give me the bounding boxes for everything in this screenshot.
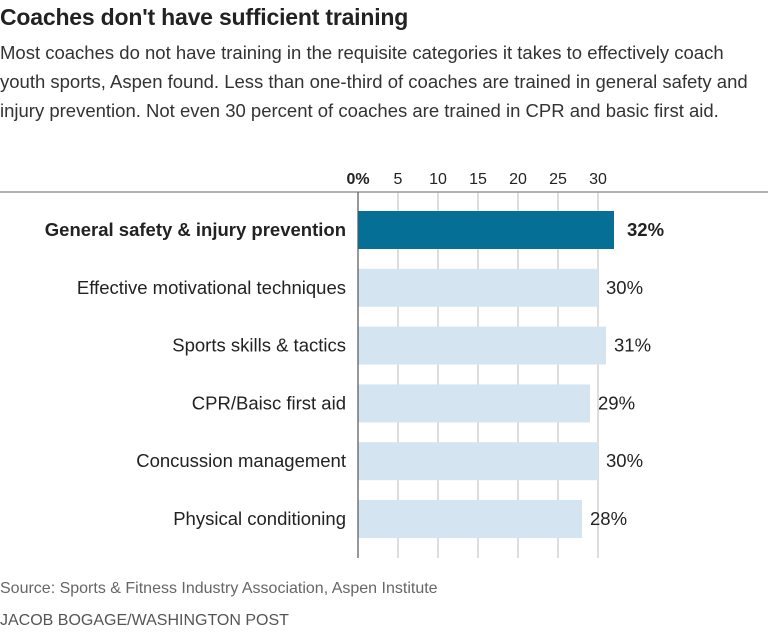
bar	[358, 326, 606, 365]
value-label: 32%	[627, 219, 664, 240]
x-tick-label: 20	[509, 171, 527, 188]
category-label: Sports skills & tactics	[172, 335, 346, 356]
x-tick-label: 10	[429, 171, 447, 188]
value-label: 30%	[606, 450, 643, 471]
x-tick-label: 15	[469, 171, 487, 188]
value-label: 28%	[590, 508, 627, 529]
value-label: 30%	[606, 277, 643, 298]
category-label: CPR/Baisc first aid	[192, 392, 346, 413]
x-tick-label: 25	[549, 171, 567, 188]
bar	[358, 442, 598, 481]
category-label: General safety & injury prevention	[45, 219, 346, 240]
source-note: Source: Sports & Fitness Industry Associ…	[0, 580, 438, 597]
bar	[358, 268, 598, 307]
chart-subtitle: Most coaches do not have training in the…	[0, 42, 748, 121]
value-label: 31%	[614, 335, 651, 356]
bar	[358, 384, 590, 423]
category-label: Effective motivational techniques	[77, 277, 346, 298]
x-tick-label: 0%	[346, 171, 369, 188]
bar	[358, 211, 614, 249]
bar	[358, 500, 582, 538]
value-label: 29%	[598, 392, 635, 413]
chart-title: Coaches don't have sufficient training	[0, 4, 409, 30]
x-tick-label: 5	[394, 171, 403, 188]
x-tick-label: 30	[589, 171, 607, 188]
category-label: Concussion management	[136, 450, 346, 471]
credit-line: JACOB BOGAGE/WASHINGTON POST	[0, 612, 289, 629]
category-label: Physical conditioning	[173, 508, 346, 529]
